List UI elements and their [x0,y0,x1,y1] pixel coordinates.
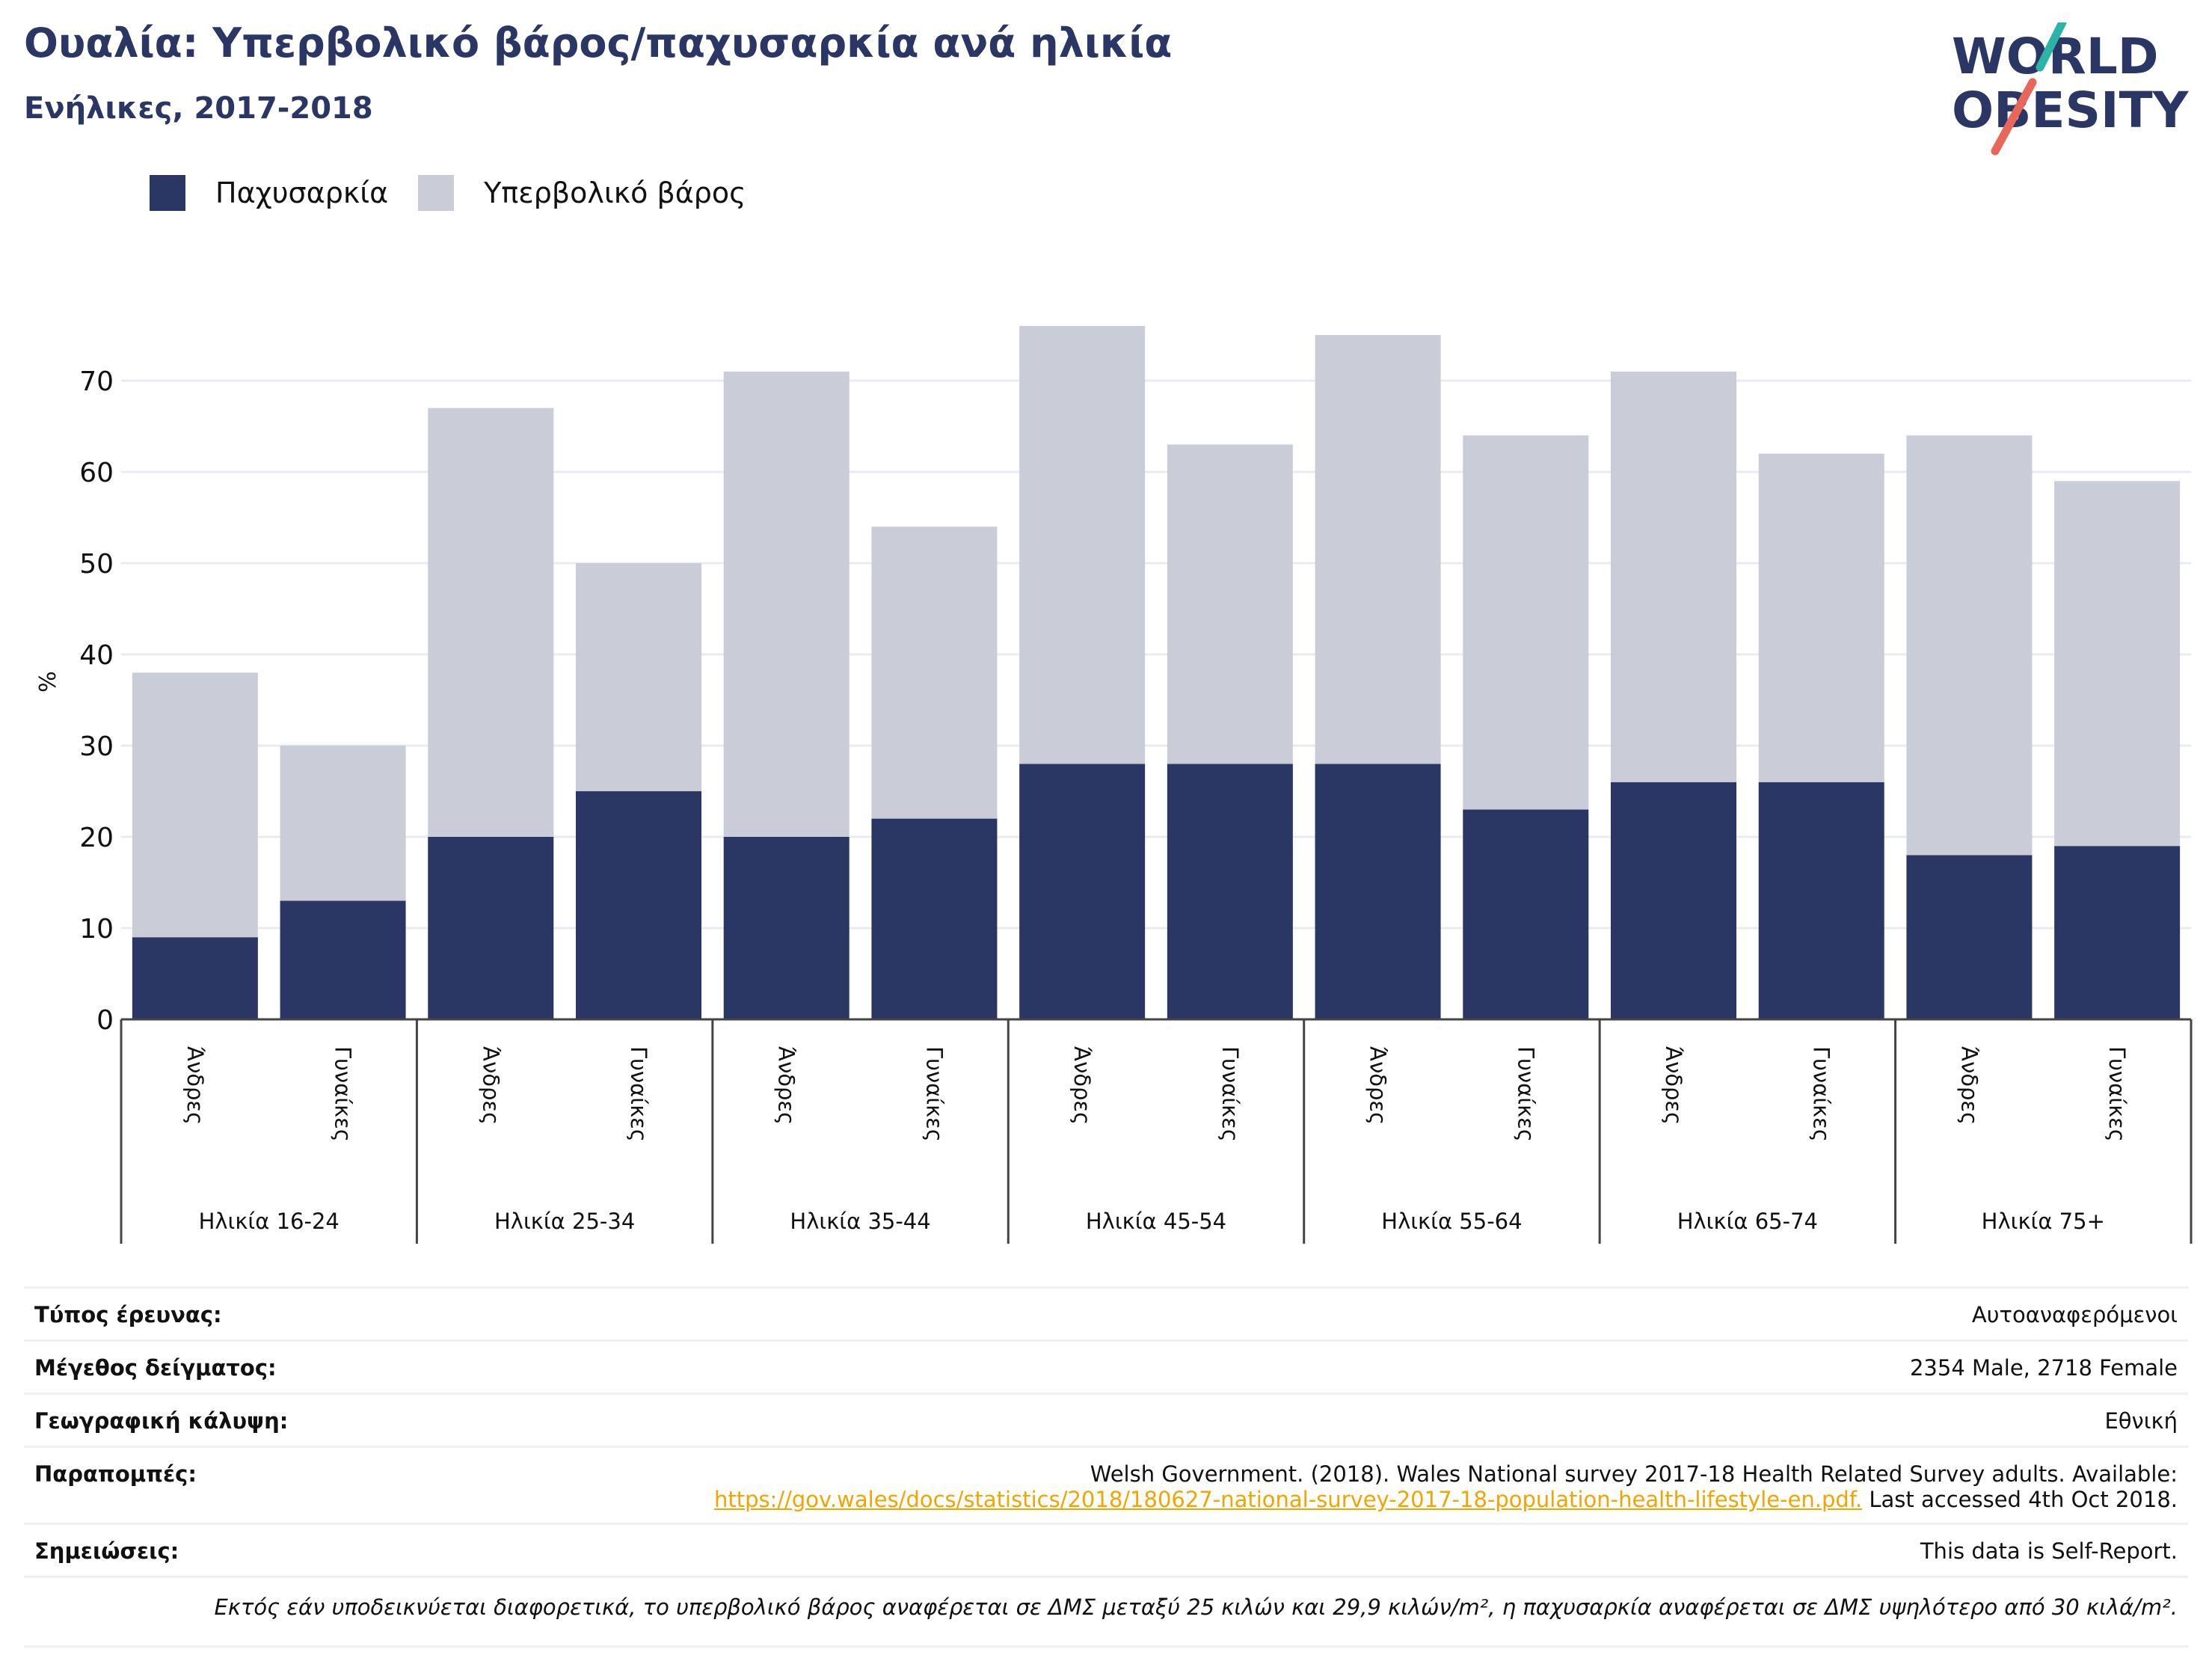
survey-type-label: Τύπος έρευνας: [34,1302,222,1327]
bar-overweight [1906,435,2033,856]
group-label: Ηλικία 16-24 [199,1209,340,1234]
legend-label-obesity: Παχυσαρκία [215,176,389,209]
bar-obesity [1906,855,2033,1019]
group-label: Ηλικία 25-34 [494,1209,635,1234]
category-label: Γυναίκες [626,1046,651,1142]
category-label: Γυναίκες [1513,1046,1538,1142]
bar-overweight [1758,453,1884,782]
category-label: Γυναίκες [1809,1046,1834,1142]
legend-item-obesity: Παχυσαρκία [150,175,388,211]
y-axis-label: % [35,671,61,693]
group-label: Ηλικία 75+ [1982,1209,2105,1234]
bar-overweight [280,746,406,901]
references-label: Παραπομπές: [34,1461,197,1487]
logo-slash-top [2036,22,2067,72]
y-tick-label: 10 [79,914,114,945]
notes-label: Σημειώσεις: [34,1538,179,1564]
group-label: Ηλικία 45-54 [1086,1209,1226,1234]
survey-type-value: Αυτοαναφερόμενοι [1971,1302,2178,1327]
bar-obesity [1315,764,1441,1019]
metadata-table: Τύπος έρευνας: Αυτοαναφερόμενοι Μέγεθος … [24,1286,2188,1648]
category-label: Άνδρες [478,1046,503,1125]
bar-obesity [2054,846,2181,1019]
coverage-value: Εθνική [2104,1408,2178,1434]
bar-obesity [428,837,554,1019]
logo-word-obesity: OBESITY [1952,82,2190,139]
references-value: Welsh Government. (2018). Wales National… [714,1461,2178,1512]
bar-overweight [2054,481,2181,847]
y-tick-label: 20 [79,823,114,853]
bar-obesity [1463,809,1589,1019]
category-label: Άνδρες [774,1046,799,1125]
bar-overweight [871,527,998,819]
category-label: Γυναίκες [331,1046,356,1142]
stacked-bar-chart: 0 10 20 30 40 50 60 70% Ηλικία 16-24 Ηλικία 25-34… [35,325,2193,1244]
category-label: Άνδρες [1956,1046,1982,1125]
group-label: Ηλικία 65-74 [1677,1209,1818,1234]
bar-obesity [723,837,850,1019]
bar-overweight [1315,335,1441,764]
y-tick-label: 60 [79,458,114,488]
references-accessed: Last accessed 4th Oct 2018. [1862,1487,2178,1512]
bar-obesity [1758,782,1884,1019]
notes-value: This data is Self-Report. [1920,1538,2178,1564]
chart-title: Ουαλία: Υπερβολικό βάρος/παχυσαρκία ανά … [24,19,1173,67]
bar-obesity [871,818,998,1019]
bar-overweight [132,672,258,938]
category-label: Άνδρες [1365,1046,1391,1125]
bar-obesity [1167,764,1293,1019]
legend-item-overweight: Υπερβολικό βάρος [418,175,746,211]
bar-obesity [1019,764,1146,1019]
group-label: Ηλικία 35-44 [790,1209,930,1234]
references-text: Welsh Government. (2018). Wales National… [1090,1461,2178,1487]
legend-label-overweight: Υπερβολικό βάρος [484,176,746,209]
meta-row-survey-type: Τύπος έρευνας: Αυτοαναφερόμενοι [24,1286,2188,1339]
footnote: Εκτός εάν υποδεικνύεται διαφορετικά, το … [214,1594,2178,1620]
category-label: Άνδρες [182,1046,208,1125]
y-tick-label: 40 [79,640,114,671]
category-label: Γυναίκες [921,1046,947,1142]
bar-overweight [1611,371,1736,782]
sample-size-label: Μέγεθος δείγματος: [34,1355,277,1381]
legend-swatch-overweight [418,175,455,211]
bar-obesity [280,900,406,1019]
group-label: Ηλικία 55-64 [1381,1209,1522,1234]
meta-row-coverage: Γεωγραφική κάλυψη: Εθνική [24,1393,2188,1446]
bar-overweight [576,563,701,791]
category-label: Άνδρες [1661,1046,1686,1125]
legend: Παχυσαρκία Υπερβολικό βάρος [150,171,775,215]
bar-obesity [576,791,701,1019]
bar-obesity [1611,782,1736,1019]
meta-row-notes: Σημειώσεις: This data is Self-Report. [24,1523,2188,1576]
bar-overweight [1463,435,1589,810]
bar-obesity [132,937,258,1019]
category-label: Γυναίκες [1217,1046,1243,1142]
category-label: Γυναίκες [2104,1046,2130,1142]
meta-row-references: Παραπομπές: Welsh Government. (2018). Wa… [24,1446,2188,1523]
y-tick-label: 70 [79,366,114,397]
legend-swatch-obesity [150,175,185,211]
bar-overweight [1167,444,1293,764]
sample-size-value: 2354 Male, 2718 Female [1909,1355,2178,1381]
bar-overweight [1019,325,1146,764]
meta-row-sample-size: Μέγεθος δείγματος: 2354 Male, 2718 Femal… [24,1339,2188,1393]
bar-overweight [723,371,850,837]
logo-slash-bottom [1991,78,2037,156]
world-obesity-logo: WORLD OBESITY [1952,22,2190,156]
category-label: Άνδρες [1069,1046,1095,1125]
references-link[interactable]: https://gov.wales/docs/statistics/2018/1… [713,1487,1863,1512]
meta-row-footnote: Εκτός εάν υποδεικνύεται διαφορετικά, το … [24,1576,2188,1648]
bar-overweight [428,408,554,837]
chart-subtitle: Ενήλικες, 2017-2018 [24,91,373,126]
y-tick-label: 30 [79,731,114,762]
y-tick-label: 50 [79,549,114,580]
coverage-label: Γεωγραφική κάλυψη: [34,1408,289,1434]
y-tick-label: 0 [96,1005,114,1036]
